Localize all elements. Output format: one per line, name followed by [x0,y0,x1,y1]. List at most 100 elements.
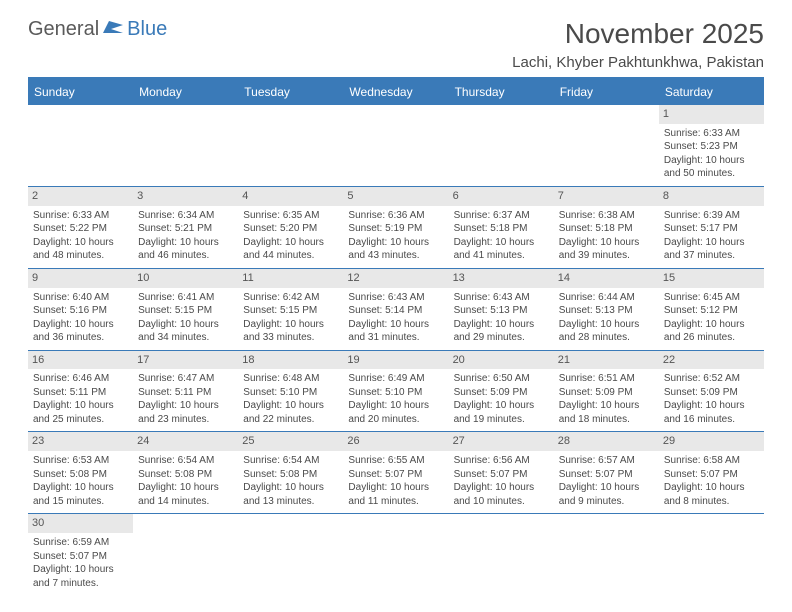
sunset-text: Sunset: 5:11 PM [138,386,233,400]
daylight-text: Daylight: 10 hours and 44 minutes. [243,236,338,263]
calendar-day-cell: 30Sunrise: 6:59 AMSunset: 5:07 PMDayligh… [28,514,133,595]
sunrise-text: Sunrise: 6:54 AM [243,454,338,468]
calendar-day-cell: 29Sunrise: 6:58 AMSunset: 5:07 PMDayligh… [659,432,764,514]
day-number: 15 [659,269,764,288]
calendar-day-cell: 20Sunrise: 6:50 AMSunset: 5:09 PMDayligh… [449,350,554,432]
calendar-day-cell: 21Sunrise: 6:51 AMSunset: 5:09 PMDayligh… [554,350,659,432]
calendar-empty-cell [238,105,343,186]
sunrise-text: Sunrise: 6:42 AM [243,291,338,305]
calendar-empty-cell [133,514,238,595]
day-number: 25 [238,432,343,451]
sunrise-text: Sunrise: 6:47 AM [138,372,233,386]
calendar-day-cell: 15 Sunrise: 6:45 AMSunset: 5:12 PMDayligh… [659,268,764,350]
daylight-text: Daylight: 10 hours and 29 minutes. [454,318,549,345]
day-number: 11 [238,269,343,288]
sunset-text: Sunset: 5:13 PM [559,304,654,318]
sunset-text: Sunset: 5:07 PM [348,468,443,482]
calendar-day-cell: 24Sunrise: 6:54 AMSunset: 5:08 PMDayligh… [133,432,238,514]
sunset-text: Sunset: 5:21 PM [138,222,233,236]
weekday-header: Saturday [659,79,764,105]
sunrise-text: Sunrise: 6:40 AM [33,291,128,305]
day-number: 19 [343,351,448,370]
calendar-empty-cell [343,514,448,595]
day-number: 5 [343,187,448,206]
sunrise-text: Sunrise: 6:33 AM [33,209,128,223]
daylight-text: Daylight: 10 hours and 18 minutes. [559,399,654,426]
daylight-text: Daylight: 10 hours and 15 minutes. [33,481,128,508]
weekday-header: Sunday [28,79,133,105]
calendar-week-row: 2Sunrise: 6:33 AMSunset: 5:22 PMDaylight… [28,186,764,268]
daylight-text: Daylight: 10 hours and 25 minutes. [33,399,128,426]
calendar-day-cell: 25 Sunrise: 6:54 AMSunset: 5:08 PMDayligh… [238,432,343,514]
daylight-text: Daylight: 10 hours and 48 minutes. [33,236,128,263]
sunset-text: Sunset: 5:15 PM [243,304,338,318]
sunrise-text: Sunrise: 6:43 AM [454,291,549,305]
sunset-text: Sunset: 5:14 PM [348,304,443,318]
location-subtitle: Lachi, Khyber Pakhtunkhwa, Pakistan [512,54,764,71]
daylight-text: Daylight: 10 hours and 14 minutes. [138,481,233,508]
daylight-text: Daylight: 10 hours and 26 minutes. [664,318,759,345]
calendar-empty-cell [343,105,448,186]
day-number: 29 [659,432,764,451]
sunset-text: Sunset: 5:08 PM [33,468,128,482]
calendar-empty-cell [133,105,238,186]
logo-text-general: General [28,18,99,41]
calendar-week-row: 30Sunrise: 6:59 AMSunset: 5:07 PMDayligh… [28,514,764,595]
calendar-week-row: 23Sunrise: 6:53 AMSunset: 5:08 PMDayligh… [28,432,764,514]
calendar-day-cell: 7Sunrise: 6:38 AMSunset: 5:18 PMDaylight… [554,186,659,268]
sunset-text: Sunset: 5:07 PM [664,468,759,482]
sunrise-text: Sunrise: 6:53 AM [33,454,128,468]
daylight-text: Daylight: 10 hours and 31 minutes. [348,318,443,345]
calendar-empty-cell [554,514,659,595]
day-number: 2 [28,187,133,206]
daylight-text: Daylight: 10 hours and 13 minutes. [243,481,338,508]
calendar-day-cell: 13Sunrise: 6:43 AMSunset: 5:13 PMDayligh… [449,268,554,350]
sunset-text: Sunset: 5:07 PM [454,468,549,482]
sunset-text: Sunset: 5:12 PM [664,304,759,318]
daylight-text: Daylight: 10 hours and 37 minutes. [664,236,759,263]
daylight-text: Daylight: 10 hours and 43 minutes. [348,236,443,263]
daylight-text: Daylight: 10 hours and 22 minutes. [243,399,338,426]
calendar-week-row: 9Sunrise: 6:40 AMSunset: 5:16 PMDaylight… [28,268,764,350]
calendar-empty-cell [554,105,659,186]
sunset-text: Sunset: 5:10 PM [243,386,338,400]
calendar-day-cell: 23Sunrise: 6:53 AMSunset: 5:08 PMDayligh… [28,432,133,514]
logo-text-blue: Blue [127,18,167,41]
sunrise-text: Sunrise: 6:56 AM [454,454,549,468]
day-number: 13 [449,269,554,288]
sunrise-text: Sunrise: 6:38 AM [559,209,654,223]
sunrise-text: Sunrise: 6:49 AM [348,372,443,386]
calendar-day-cell: 19Sunrise: 6:49 AMSunset: 5:10 PMDayligh… [343,350,448,432]
sunset-text: Sunset: 5:17 PM [664,222,759,236]
calendar-day-cell: 22Sunrise: 6:52 AMSunset: 5:09 PMDayligh… [659,350,764,432]
sunrise-text: Sunrise: 6:55 AM [348,454,443,468]
sunrise-text: Sunrise: 6:45 AM [664,291,759,305]
sunrise-text: Sunrise: 6:34 AM [138,209,233,223]
daylight-text: Daylight: 10 hours and 46 minutes. [138,236,233,263]
sunset-text: Sunset: 5:08 PM [243,468,338,482]
daylight-text: Daylight: 10 hours and 28 minutes. [559,318,654,345]
day-number: 22 [659,351,764,370]
sunrise-text: Sunrise: 6:43 AM [348,291,443,305]
day-number: 4 [238,187,343,206]
day-number: 16 [28,351,133,370]
calendar-empty-cell [449,105,554,186]
sunrise-text: Sunrise: 6:59 AM [33,536,128,550]
calendar-day-cell: 2Sunrise: 6:33 AMSunset: 5:22 PMDaylight… [28,186,133,268]
calendar-empty-cell [659,514,764,595]
logo: General Blue [28,18,167,41]
calendar-day-cell: 9Sunrise: 6:40 AMSunset: 5:16 PMDaylight… [28,268,133,350]
day-number: 14 [554,269,659,288]
day-number: 7 [554,187,659,206]
sunset-text: Sunset: 5:19 PM [348,222,443,236]
header: General Blue November 2025 Lachi, Khyber… [28,18,764,71]
sunrise-text: Sunrise: 6:44 AM [559,291,654,305]
sunrise-text: Sunrise: 6:48 AM [243,372,338,386]
title-block: November 2025 Lachi, Khyber Pakhtunkhwa,… [512,18,764,71]
day-number: 30 [28,514,133,533]
day-number: 27 [449,432,554,451]
flag-icon [103,18,125,41]
weekday-header: Tuesday [238,79,343,105]
sunrise-text: Sunrise: 6:58 AM [664,454,759,468]
daylight-text: Daylight: 10 hours and 41 minutes. [454,236,549,263]
